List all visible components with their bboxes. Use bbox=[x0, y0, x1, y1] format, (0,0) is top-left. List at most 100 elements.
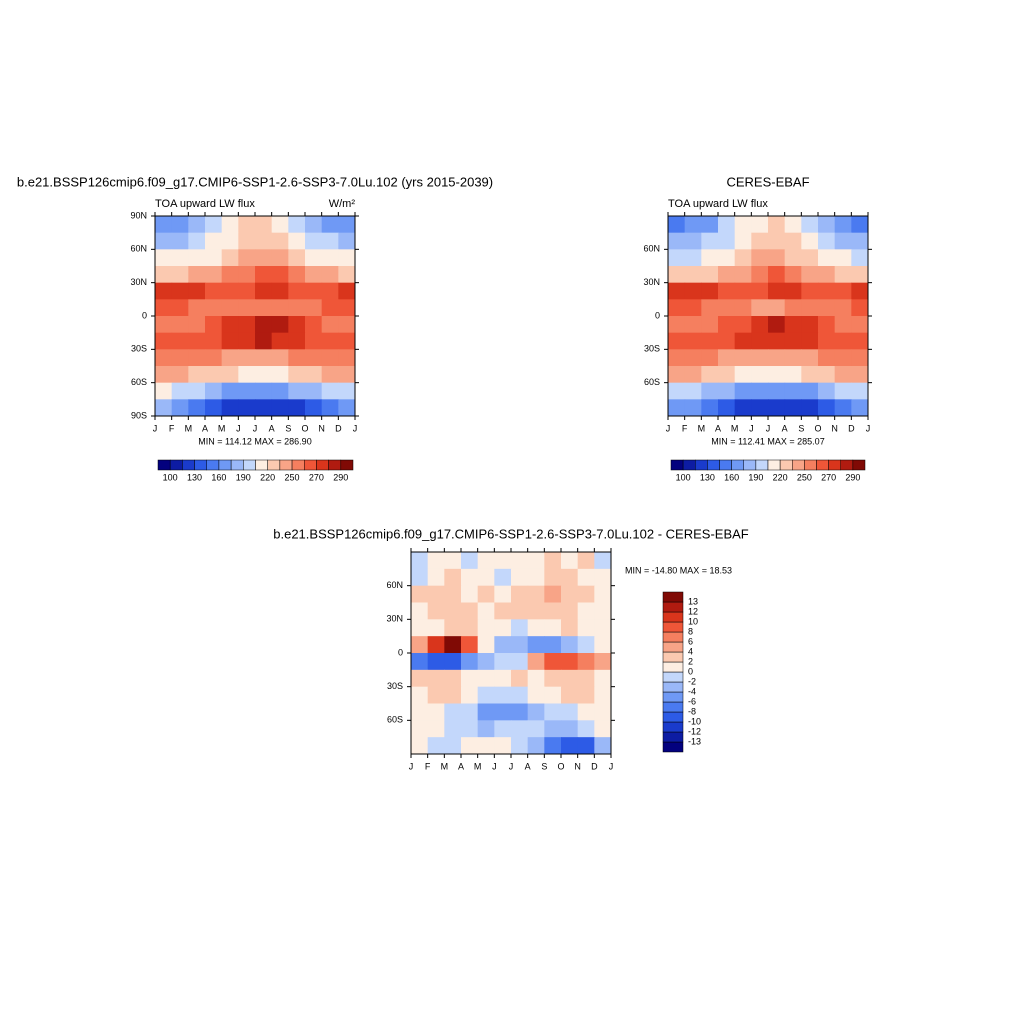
contour-cell bbox=[544, 737, 562, 755]
colorbar-box bbox=[291, 459, 305, 471]
contour-cell bbox=[494, 552, 512, 570]
contour-cell bbox=[305, 232, 323, 250]
contour-cell bbox=[701, 249, 719, 267]
contour-cell bbox=[444, 585, 462, 603]
colorbar-label: 190 bbox=[748, 472, 763, 482]
contour-cell bbox=[684, 216, 702, 234]
contour-cell bbox=[188, 299, 206, 317]
contour-cell bbox=[734, 299, 752, 317]
contour-cell bbox=[668, 282, 686, 300]
contour-cell bbox=[511, 552, 529, 570]
contour-cell bbox=[851, 316, 869, 334]
x-tick-label: M bbox=[474, 761, 482, 771]
contour-cell bbox=[784, 349, 802, 367]
x-tick-label: N bbox=[574, 761, 581, 771]
contour-cell bbox=[784, 232, 802, 250]
colorbar-box bbox=[670, 459, 684, 471]
contour-cell bbox=[255, 266, 273, 284]
contour-cell bbox=[288, 399, 306, 417]
contour-cell bbox=[668, 366, 686, 384]
contour-cell bbox=[734, 232, 752, 250]
contour-cell bbox=[188, 366, 206, 384]
contour-cell bbox=[818, 332, 836, 350]
contour-cell bbox=[155, 266, 173, 284]
contour-cell bbox=[338, 332, 356, 350]
contour-cell bbox=[288, 249, 306, 267]
contour-cell bbox=[834, 232, 852, 250]
colorbar-box bbox=[243, 459, 256, 471]
subtitle: TOA upward LW flux bbox=[155, 198, 255, 210]
contour-cell bbox=[784, 266, 802, 284]
contour-cell bbox=[701, 382, 719, 400]
contour-cell bbox=[305, 366, 323, 384]
contour-cell bbox=[255, 216, 273, 234]
contour-cell bbox=[834, 216, 852, 234]
colorbar-box bbox=[662, 721, 684, 733]
contour-cell bbox=[544, 552, 562, 570]
contour-cell bbox=[751, 216, 769, 234]
colorbar-label: -13 bbox=[688, 736, 701, 746]
x-tick-label: D bbox=[335, 423, 342, 433]
contour-cell bbox=[594, 619, 612, 637]
contour-cell bbox=[668, 216, 686, 234]
contour-cell bbox=[801, 349, 819, 367]
contour-cell bbox=[684, 316, 702, 334]
contour-cell bbox=[561, 737, 579, 755]
contour-cell bbox=[411, 619, 429, 637]
contour-cell bbox=[411, 737, 429, 755]
colorbar-box bbox=[840, 459, 854, 471]
contour-cell bbox=[594, 686, 612, 704]
x-tick-label: N bbox=[831, 423, 838, 433]
x-tick-label: J bbox=[236, 423, 241, 433]
contour-cell bbox=[155, 399, 173, 417]
contour-cell bbox=[718, 216, 736, 234]
contour-cell bbox=[255, 366, 273, 384]
colorbar-label: 290 bbox=[333, 472, 348, 482]
contour-cell bbox=[511, 602, 529, 620]
contour-cell bbox=[155, 366, 173, 384]
x-tick-label: D bbox=[848, 423, 855, 433]
contour-cell bbox=[561, 552, 579, 570]
contour-cell bbox=[684, 232, 702, 250]
contour-cell bbox=[321, 266, 339, 284]
contour-cell bbox=[238, 316, 256, 334]
contour-cell bbox=[751, 282, 769, 300]
colorbar-box bbox=[662, 601, 684, 613]
colorbar-box bbox=[731, 459, 744, 471]
contour-cell bbox=[511, 653, 529, 671]
contour-cell bbox=[427, 602, 445, 620]
contour-cell bbox=[818, 232, 836, 250]
y-tick-label: 0 bbox=[398, 647, 403, 657]
contour-cell bbox=[834, 332, 852, 350]
contour-cell bbox=[288, 382, 306, 400]
contour-cell bbox=[701, 216, 719, 234]
contour-cell bbox=[221, 266, 239, 284]
contour-cell bbox=[768, 399, 786, 417]
colorbar-box bbox=[662, 701, 684, 713]
contour-cell bbox=[305, 399, 323, 417]
contour-cell bbox=[851, 282, 869, 300]
contour-cell bbox=[411, 703, 429, 721]
contour-cell bbox=[205, 299, 223, 317]
contour-cell bbox=[188, 382, 206, 400]
contour-cell bbox=[305, 382, 323, 400]
contour-cell bbox=[751, 266, 769, 284]
contour-cell bbox=[768, 382, 786, 400]
contour-cell bbox=[751, 382, 769, 400]
contour-cell bbox=[411, 669, 429, 688]
contour-cell bbox=[188, 249, 206, 267]
x-tick-label: A bbox=[525, 761, 531, 771]
contour-cell bbox=[171, 232, 189, 250]
x-tick-label: J bbox=[509, 761, 514, 771]
contour-cell bbox=[561, 669, 579, 688]
contour-cell bbox=[221, 316, 239, 334]
colorbar-label: 250 bbox=[285, 472, 300, 482]
subtitle: TOA upward LW flux bbox=[668, 198, 768, 210]
contour-cell bbox=[834, 382, 852, 400]
contour-cell bbox=[461, 636, 479, 654]
contour-cell bbox=[511, 585, 529, 603]
contour-cell bbox=[701, 299, 719, 317]
contour-cell bbox=[734, 266, 752, 284]
contour-cell bbox=[668, 332, 686, 350]
